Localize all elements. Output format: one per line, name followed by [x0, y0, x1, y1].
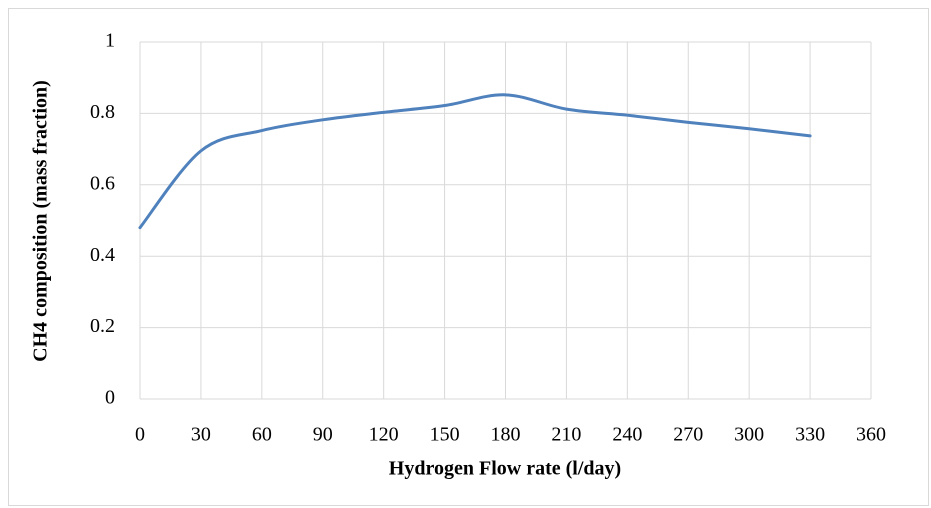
y-axis-title: CH4 composition (mass fraction): [30, 80, 52, 362]
y-tick-label: 0: [105, 387, 115, 409]
x-tick-label: 90: [313, 424, 333, 446]
x-tick-label: 240: [612, 424, 642, 446]
x-tick-label: 60: [252, 424, 272, 446]
x-tick-label: 120: [369, 424, 399, 446]
x-tick-label: 330: [795, 424, 825, 446]
x-tick-label: 0: [135, 424, 145, 446]
data-line: [138, 93, 812, 230]
y-tick-label: 1: [105, 30, 115, 52]
x-tick-label: 360: [856, 424, 886, 446]
y-tick-label: 0.8: [90, 101, 115, 123]
x-tick-label: 210: [551, 424, 581, 446]
x-tick-label: 300: [734, 424, 764, 446]
y-tick-label: 0.4: [90, 244, 115, 266]
chart-border: [8, 8, 929, 506]
y-tick-label: 0.2: [90, 315, 115, 337]
x-tick-label: 180: [491, 424, 521, 446]
x-tick-label: 150: [430, 424, 460, 446]
x-tick-label: 30: [191, 424, 211, 446]
x-axis-title: Hydrogen Flow rate (l/day): [389, 458, 621, 480]
y-tick-label: 0.6: [90, 172, 115, 194]
x-tick-label: 270: [673, 424, 703, 446]
